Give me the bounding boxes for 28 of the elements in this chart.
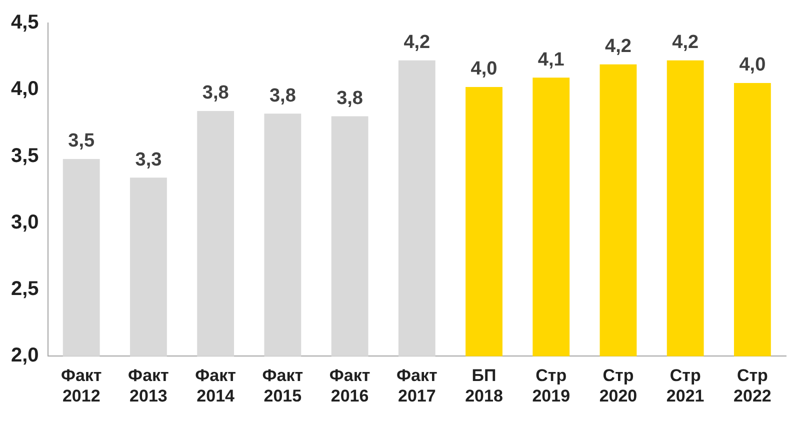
y-tick-label: 3,0 xyxy=(10,211,39,234)
x-tick-label: Факт 2014 xyxy=(195,366,236,406)
data-label: 3,8 xyxy=(336,88,364,110)
y-tick-label: 4,5 xyxy=(10,12,39,34)
x-tick-label: Факт 2017 xyxy=(396,366,438,406)
x-tick-label: Стр 2020 xyxy=(599,366,638,406)
data-label: 4,0 xyxy=(470,58,498,80)
x-tick-label: БП 2018 xyxy=(465,366,503,406)
x-tick-label: Стр 2022 xyxy=(734,366,772,406)
y-tick-label: 2,0 xyxy=(10,344,39,367)
x-tick-label: Стр 2021 xyxy=(666,366,704,406)
y-tick-label: 2,5 xyxy=(10,278,39,300)
x-tick-label: Факт 2012 xyxy=(60,366,102,406)
data-label: 3,8 xyxy=(202,82,229,104)
x-tick-label: Факт 2016 xyxy=(329,366,370,406)
data-label: 4,2 xyxy=(672,32,699,54)
y-tick-label: 4,0 xyxy=(10,78,39,100)
data-label: 4,2 xyxy=(404,32,430,54)
x-tick-label: Факт 2015 xyxy=(262,366,304,406)
data-label: 3,3 xyxy=(135,149,162,170)
data-label: 3,8 xyxy=(269,85,296,106)
data-label: 4,1 xyxy=(538,49,565,70)
data-label: 3,5 xyxy=(68,130,95,152)
y-tick-label: 3,5 xyxy=(10,144,39,167)
x-tick-label: Факт 2013 xyxy=(128,366,169,406)
data-label: 4,2 xyxy=(605,36,632,58)
data-label: 4,0 xyxy=(739,54,766,76)
x-tick-label: Стр 2019 xyxy=(532,366,570,406)
